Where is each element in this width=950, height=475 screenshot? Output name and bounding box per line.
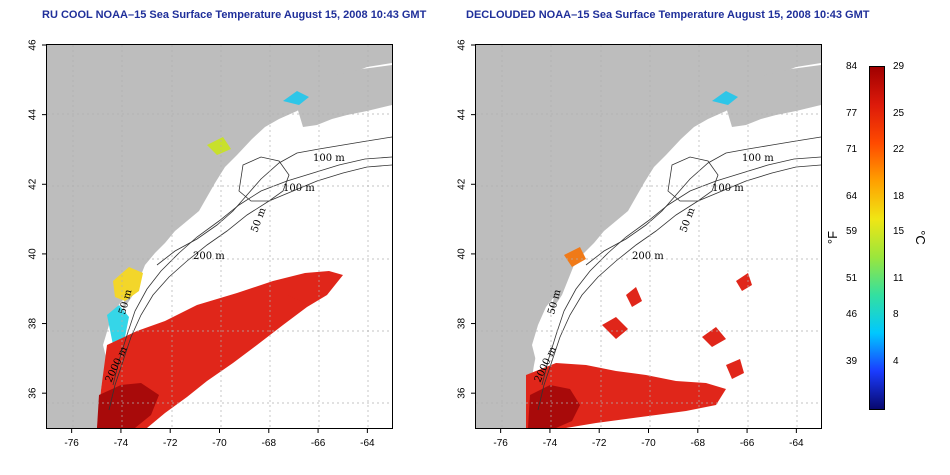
left-lon-tick-label: -66 [311,438,326,449]
left-lon-tick-label: -76 [64,438,79,449]
left-lat-tick-label: 46 [28,39,39,51]
land-mass [476,45,821,428]
right-map-panel: 100 m 100 m 50 m 200 m 50 m 2000 m [475,44,822,429]
celsius-tick-label: 18 [893,190,905,202]
fahrenheit-tick-label: 46 [846,308,858,320]
graticule [47,45,392,428]
right-lon-tick-label: -66 [740,438,755,449]
right-map-title: DECLOUDED NOAA–15 Sea Surface Temperatur… [466,9,870,21]
contour-label-100m-a: 100 m [313,153,345,164]
fahrenheit-tick-label: 39 [846,355,858,367]
warm-patch-ne [287,281,319,303]
fahrenheit-tick-label: 77 [846,108,858,120]
nova-scotia-cold [283,91,309,105]
right-map-canvas: 100 m 100 m 50 m 200 m 50 m 2000 m [476,45,821,428]
contour-label-200m: 200 m [193,251,225,262]
right-lat-tick-label: 40 [457,248,468,260]
land-mass [47,45,392,428]
right-lon-tick-label: -74 [543,438,558,449]
warm-water-mass [97,271,343,428]
left-lon-tick-label: -64 [360,438,375,449]
contour-label-100m-a: 100 m [742,153,774,164]
bathymetry-contours [108,136,392,411]
right-lat-tick-label: 36 [457,387,468,399]
left-map-panel: 100 m 100 m 50 m 200 m 50 m 2000 m [46,44,393,429]
celsius-tick-label: 11 [893,273,904,285]
gulf-of-maine [636,131,738,207]
left-lat-tick-label: 36 [28,387,39,399]
right-lon-tick-label: -64 [789,438,804,449]
left-lon-tick-label: -74 [114,438,129,449]
right-lat-tick-label: 46 [457,39,468,51]
chesapeake-bay [532,297,554,361]
warm-patch-nj [564,247,586,267]
contour-label-100m-b: 100 m [712,183,744,194]
bathymetry-contours [537,136,821,411]
nova-scotia-cold [712,91,738,105]
right-lon-tick-label: -68 [691,438,706,449]
celsius-tick-label: 4 [893,355,899,367]
hot-water-mass [528,385,580,428]
right-lat-tick-label: 38 [457,318,468,330]
fahrenheit-tick-label: 64 [846,190,858,202]
graticule [476,45,821,428]
left-lon-tick-label: -72 [163,438,178,449]
celsius-tick-label: 15 [893,226,905,238]
right-lat-tick-label: 42 [457,178,468,190]
fahrenheit-unit-label: °F [825,230,841,245]
right-lon-tick-label: -76 [493,438,508,449]
right-lon-tick-label: -70 [641,438,656,449]
temperature-colorbar [869,66,885,410]
left-lon-tick-label: -68 [262,438,277,449]
celsius-tick-label: 8 [893,308,899,320]
fahrenheit-tick-label: 84 [846,61,858,72]
fahrenheit-tick-label: 71 [846,143,858,155]
contour-label-100m-b: 100 m [283,183,315,194]
mid-temp-patch [113,267,143,301]
right-lon-tick-label: -72 [592,438,607,449]
left-lat-tick-label: 44 [28,109,39,121]
celsius-tick-label: 25 [893,108,905,120]
left-lat-tick-label: 38 [28,318,39,330]
cold-water-patch [107,305,129,345]
left-lat-tick-label: 40 [28,248,39,260]
celsius-tick-label: 22 [893,143,905,155]
fahrenheit-tick-label: 59 [846,226,858,238]
left-map-canvas: 100 m 100 m 50 m 200 m 50 m 2000 m [47,45,392,428]
right-lat-tick-label: 44 [457,109,468,121]
contour-label-200m: 200 m [632,251,664,262]
gulf-of-maine [207,131,309,207]
celsius-tick-label: 29 [893,61,905,72]
left-lat-tick-label: 42 [28,178,39,190]
left-lon-tick-label: -70 [212,438,227,449]
gulf-warm-patch [207,137,231,155]
fahrenheit-tick-label: 51 [846,273,858,285]
celsius-unit-label: °C [912,230,928,245]
left-map-title: RU COOL NOAA–15 Sea Surface Temperature … [42,9,427,21]
